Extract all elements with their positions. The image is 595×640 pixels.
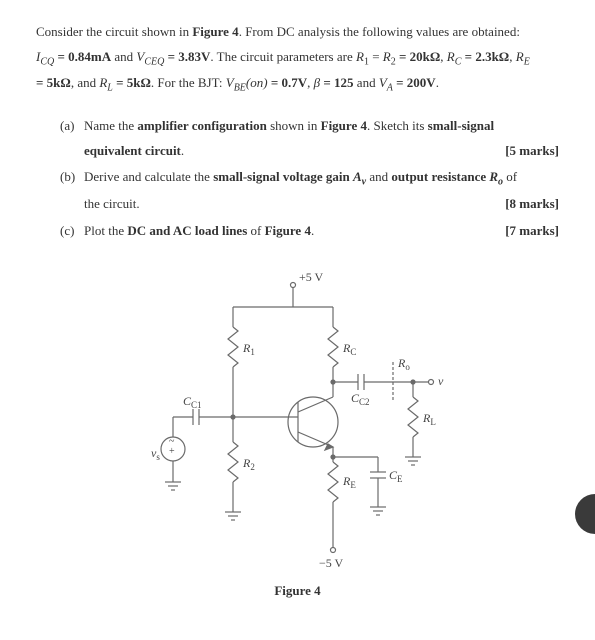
svg-text:Ro: Ro <box>397 356 410 372</box>
svg-text:CC1: CC1 <box>183 394 202 410</box>
question-c: (c) Plot the DC and AC load lines of Fig… <box>60 219 559 244</box>
q-a-label: (a) <box>60 114 84 139</box>
intro-paragraph: Consider the circuit shown in Figure 4. … <box>36 20 559 98</box>
svg-text:CE: CE <box>389 468 403 484</box>
svg-text:RL: RL <box>422 411 436 427</box>
svg-text:RC: RC <box>342 341 356 357</box>
svg-text:~: ~ <box>169 436 175 447</box>
svg-text:v: v <box>438 374 444 388</box>
svg-text:vs: vs <box>151 446 160 462</box>
questions: (a) Name the amplifier configuration sho… <box>60 114 559 243</box>
svg-text:+: + <box>169 446 175 457</box>
marks-b: [8 marks] <box>505 192 559 217</box>
svg-text:R1: R1 <box>242 341 255 357</box>
question-b: (b) Derive and calculate the small-signa… <box>60 165 559 216</box>
circuit-svg: +5 V R1 R2 RC <box>133 267 463 577</box>
svg-text:CC2: CC2 <box>351 391 370 407</box>
side-bubble-icon <box>575 494 595 534</box>
vplus-label: +5 V <box>299 270 324 284</box>
circuit-diagram: +5 V R1 R2 RC <box>36 267 559 577</box>
marks-c: [7 marks] <box>505 219 559 244</box>
svg-text:−5 V: −5 V <box>319 556 344 570</box>
q-b-label: (b) <box>60 165 84 190</box>
svg-text:R2: R2 <box>242 456 255 472</box>
q-c-label: (c) <box>60 219 84 244</box>
question-a: (a) Name the amplifier configuration sho… <box>60 114 559 163</box>
svg-text:RE: RE <box>342 474 356 490</box>
figure-caption: Figure 4 <box>36 583 559 599</box>
marks-a: [5 marks] <box>505 139 559 164</box>
